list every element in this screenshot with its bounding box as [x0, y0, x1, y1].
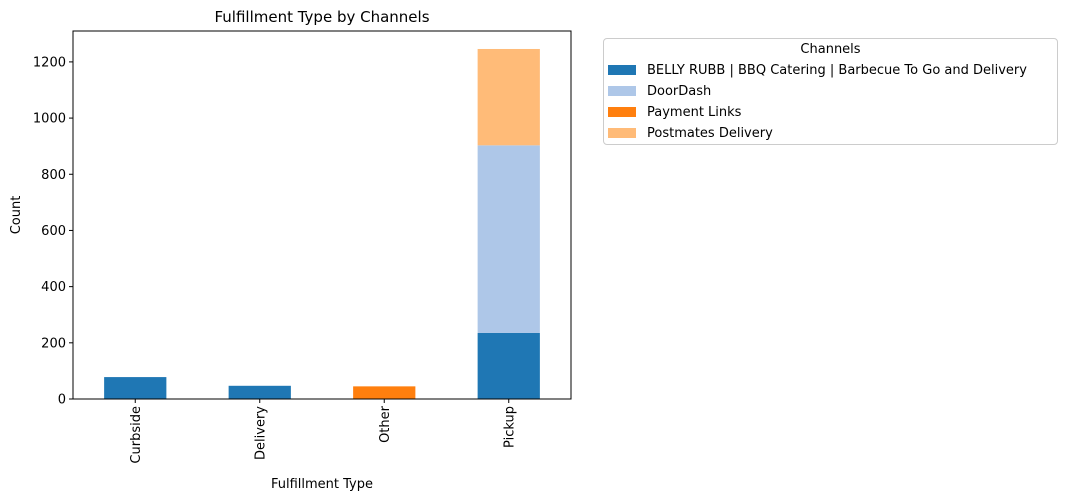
- x-tick-label: Pickup: [502, 406, 517, 448]
- x-axis-label: Fulfillment Type: [271, 477, 373, 492]
- legend-item: DoorDash: [608, 83, 712, 99]
- legend-item: Payment Links: [608, 104, 742, 120]
- plot-frame: [72, 30, 572, 400]
- legend-swatch: [608, 107, 636, 117]
- bar-pickup-series-1: [477, 145, 540, 333]
- bars-layer: [104, 48, 540, 399]
- legend-swatch: [608, 65, 636, 75]
- y-tick-label: 0: [58, 393, 66, 408]
- bar-pickup-series-0: [477, 332, 540, 399]
- bar-delivery-series-0: [228, 385, 291, 399]
- legend-item: BELLY RUBB | BBQ Catering | Barbecue To …: [608, 62, 1027, 78]
- bar-other-series-2: [353, 386, 416, 399]
- legend-label: Postmates Delivery: [647, 125, 773, 141]
- y-tick-label: 1000: [33, 112, 66, 127]
- y-tick-label: 200: [41, 336, 66, 351]
- y-tick-label: 800: [41, 168, 66, 183]
- legend: Channels BELLY RUBB | BBQ Catering | Bar…: [603, 38, 1058, 145]
- y-tick-label: 600: [41, 224, 66, 239]
- legend-label: DoorDash: [647, 83, 712, 99]
- y-tick-label: 1200: [33, 55, 66, 70]
- legend-title: Channels: [800, 42, 861, 57]
- bar-pickup-series-3: [477, 48, 540, 146]
- legend-swatch: [608, 86, 636, 96]
- x-axis: Curbside Delivery Other Pickup: [129, 399, 517, 464]
- x-tick-label: Curbside: [129, 406, 144, 464]
- x-tick-label: Other: [378, 405, 393, 443]
- legend-swatch: [608, 128, 636, 138]
- chart-title: Fulfillment Type by Channels: [214, 8, 429, 26]
- legend-label: Payment Links: [647, 104, 742, 120]
- legend-item: Postmates Delivery: [608, 125, 773, 141]
- bar-curbside-series-0: [104, 377, 167, 399]
- y-axis-label: Count: [9, 196, 24, 235]
- y-tick-label: 400: [41, 280, 66, 295]
- y-axis: 0 200 400 600 800 1000 1200: [33, 55, 73, 408]
- legend-label: BELLY RUBB | BBQ Catering | Barbecue To …: [647, 62, 1027, 78]
- x-tick-label: Delivery: [253, 406, 268, 460]
